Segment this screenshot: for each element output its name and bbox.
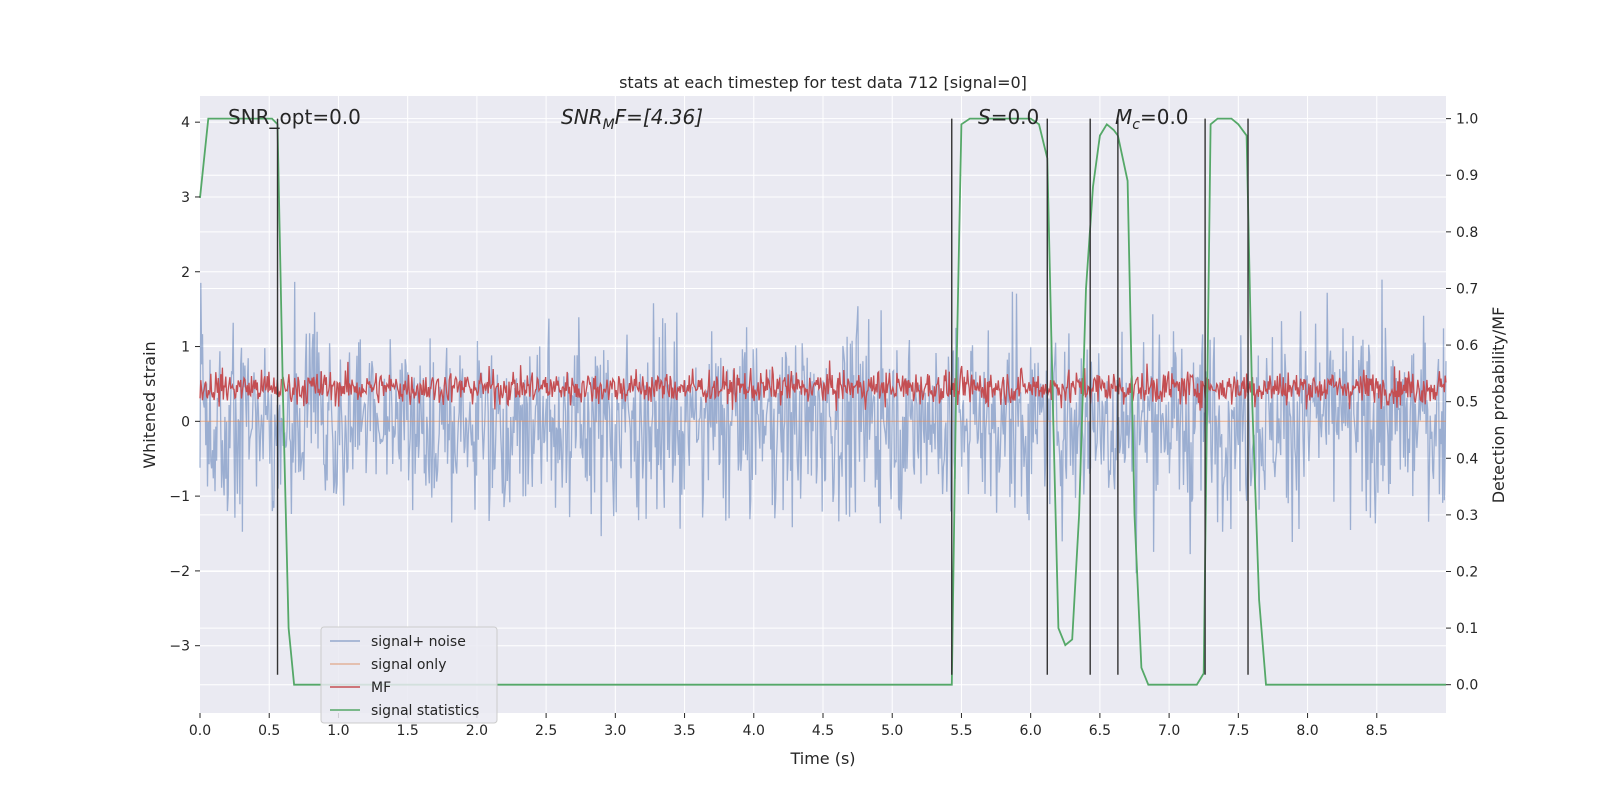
x-tick-label-11: 5.5: [950, 723, 972, 739]
chart-title: stats at each timestep for test data 712…: [619, 73, 1027, 92]
x-tick-label-16: 8.0: [1296, 723, 1318, 739]
y-right-tick-label-7: 0.3: [1456, 508, 1478, 524]
y-right-tick-label-3: 0.7: [1456, 281, 1478, 297]
legend-label-signal-statistics: signal statistics: [371, 703, 479, 719]
y-right-tick-label-1: 0.9: [1456, 168, 1478, 184]
y-right-tick-label-4: 0.6: [1456, 338, 1478, 354]
y-tick-label-1: 3: [181, 190, 190, 206]
axes-layer: 0.0 0.5 1.0 1.5 2.0 2.5 3.0 3.5 4.0 4.5 5.0 5.5 6.0 6…: [169, 112, 1478, 739]
series-signal-noise-line: [199, 279, 1447, 574]
annotation-snr-mf-subscript: M: [603, 117, 615, 133]
x-tick-label-5: 2.5: [535, 723, 557, 739]
x-tick-label-6: 3.0: [604, 723, 626, 739]
y-tick-label-3: 1: [181, 340, 190, 356]
y-right-tick-label-0: 1.0: [1456, 112, 1478, 128]
x-tick-label-12: 6.0: [1020, 723, 1042, 739]
x-tick-label-1: 0.5: [258, 723, 280, 739]
series-mf-line: [199, 360, 1447, 411]
y-right-tick-label-5: 0.5: [1456, 395, 1478, 411]
y-right-tick-label-9: 0.1: [1456, 621, 1478, 637]
annotation-mc-symbol: M: [1115, 105, 1132, 129]
y-tick-label-2: 2: [181, 265, 190, 281]
x-tick-label-8: 4.0: [743, 723, 765, 739]
legend-label-mf: MF: [371, 680, 391, 696]
annotation-mc-value: =0.0: [1140, 105, 1189, 129]
x-tick-label-17: 8.5: [1366, 723, 1388, 739]
y-tick-label-7: −3: [169, 639, 190, 655]
annotation-mc-subscript: c: [1132, 117, 1140, 133]
annotation-snr-mf-symbol: SNR: [561, 105, 603, 129]
annotation-s: S=0.0: [978, 105, 1039, 129]
annotation-snr-mf: SNRMF=[4.36]: [561, 105, 703, 133]
x-tick-label-7: 3.5: [673, 723, 695, 739]
x-tick-label-13: 6.5: [1089, 723, 1111, 739]
legend-box: [320, 626, 498, 724]
annotation-snr-mf-value: F=[4.36]: [615, 105, 703, 129]
data-layer: [199, 117, 1447, 686]
y-tick-label-6: −2: [169, 564, 190, 580]
legend-label-signal-only: signal only: [371, 657, 446, 673]
x-tick-label-10: 5.0: [881, 723, 903, 739]
annotation-s-value: =0.0: [991, 105, 1040, 129]
y-tick-label-0: 4: [181, 115, 190, 131]
x-tick-label-4: 2.0: [466, 723, 488, 739]
x-tick-label-15: 7.5: [1227, 723, 1249, 739]
annotation-mc: Mc=0.0: [1115, 105, 1189, 133]
x-tick-label-2: 1.0: [327, 723, 349, 739]
y-right-tick-label-10: 0.0: [1456, 678, 1478, 694]
legend: signal+ noise signal only MF signal stat…: [320, 626, 498, 724]
right-y-axis-label: Detection probability/MF: [1489, 307, 1508, 504]
x-tick-label-14: 7.0: [1158, 723, 1180, 739]
x-axis-label: Time (s): [789, 749, 855, 768]
annotation-snr-opt: SNR_opt=0.0: [228, 105, 361, 129]
y-right-tick-label-6: 0.4: [1456, 451, 1478, 467]
annotation-s-symbol: S: [978, 105, 991, 129]
y-right-tick-label-2: 0.8: [1456, 225, 1478, 241]
y-tick-label-5: −1: [169, 489, 190, 505]
legend-label-signal-noise: signal+ noise: [371, 634, 466, 650]
x-tick-label-0: 0.0: [189, 723, 211, 739]
x-tick-label-3: 1.5: [397, 723, 419, 739]
y-axis-label: Whitened strain: [140, 341, 159, 468]
y-right-tick-label-8: 0.2: [1456, 564, 1478, 580]
y-tick-label-4: 0: [181, 414, 190, 430]
x-tick-label-9: 4.5: [812, 723, 834, 739]
